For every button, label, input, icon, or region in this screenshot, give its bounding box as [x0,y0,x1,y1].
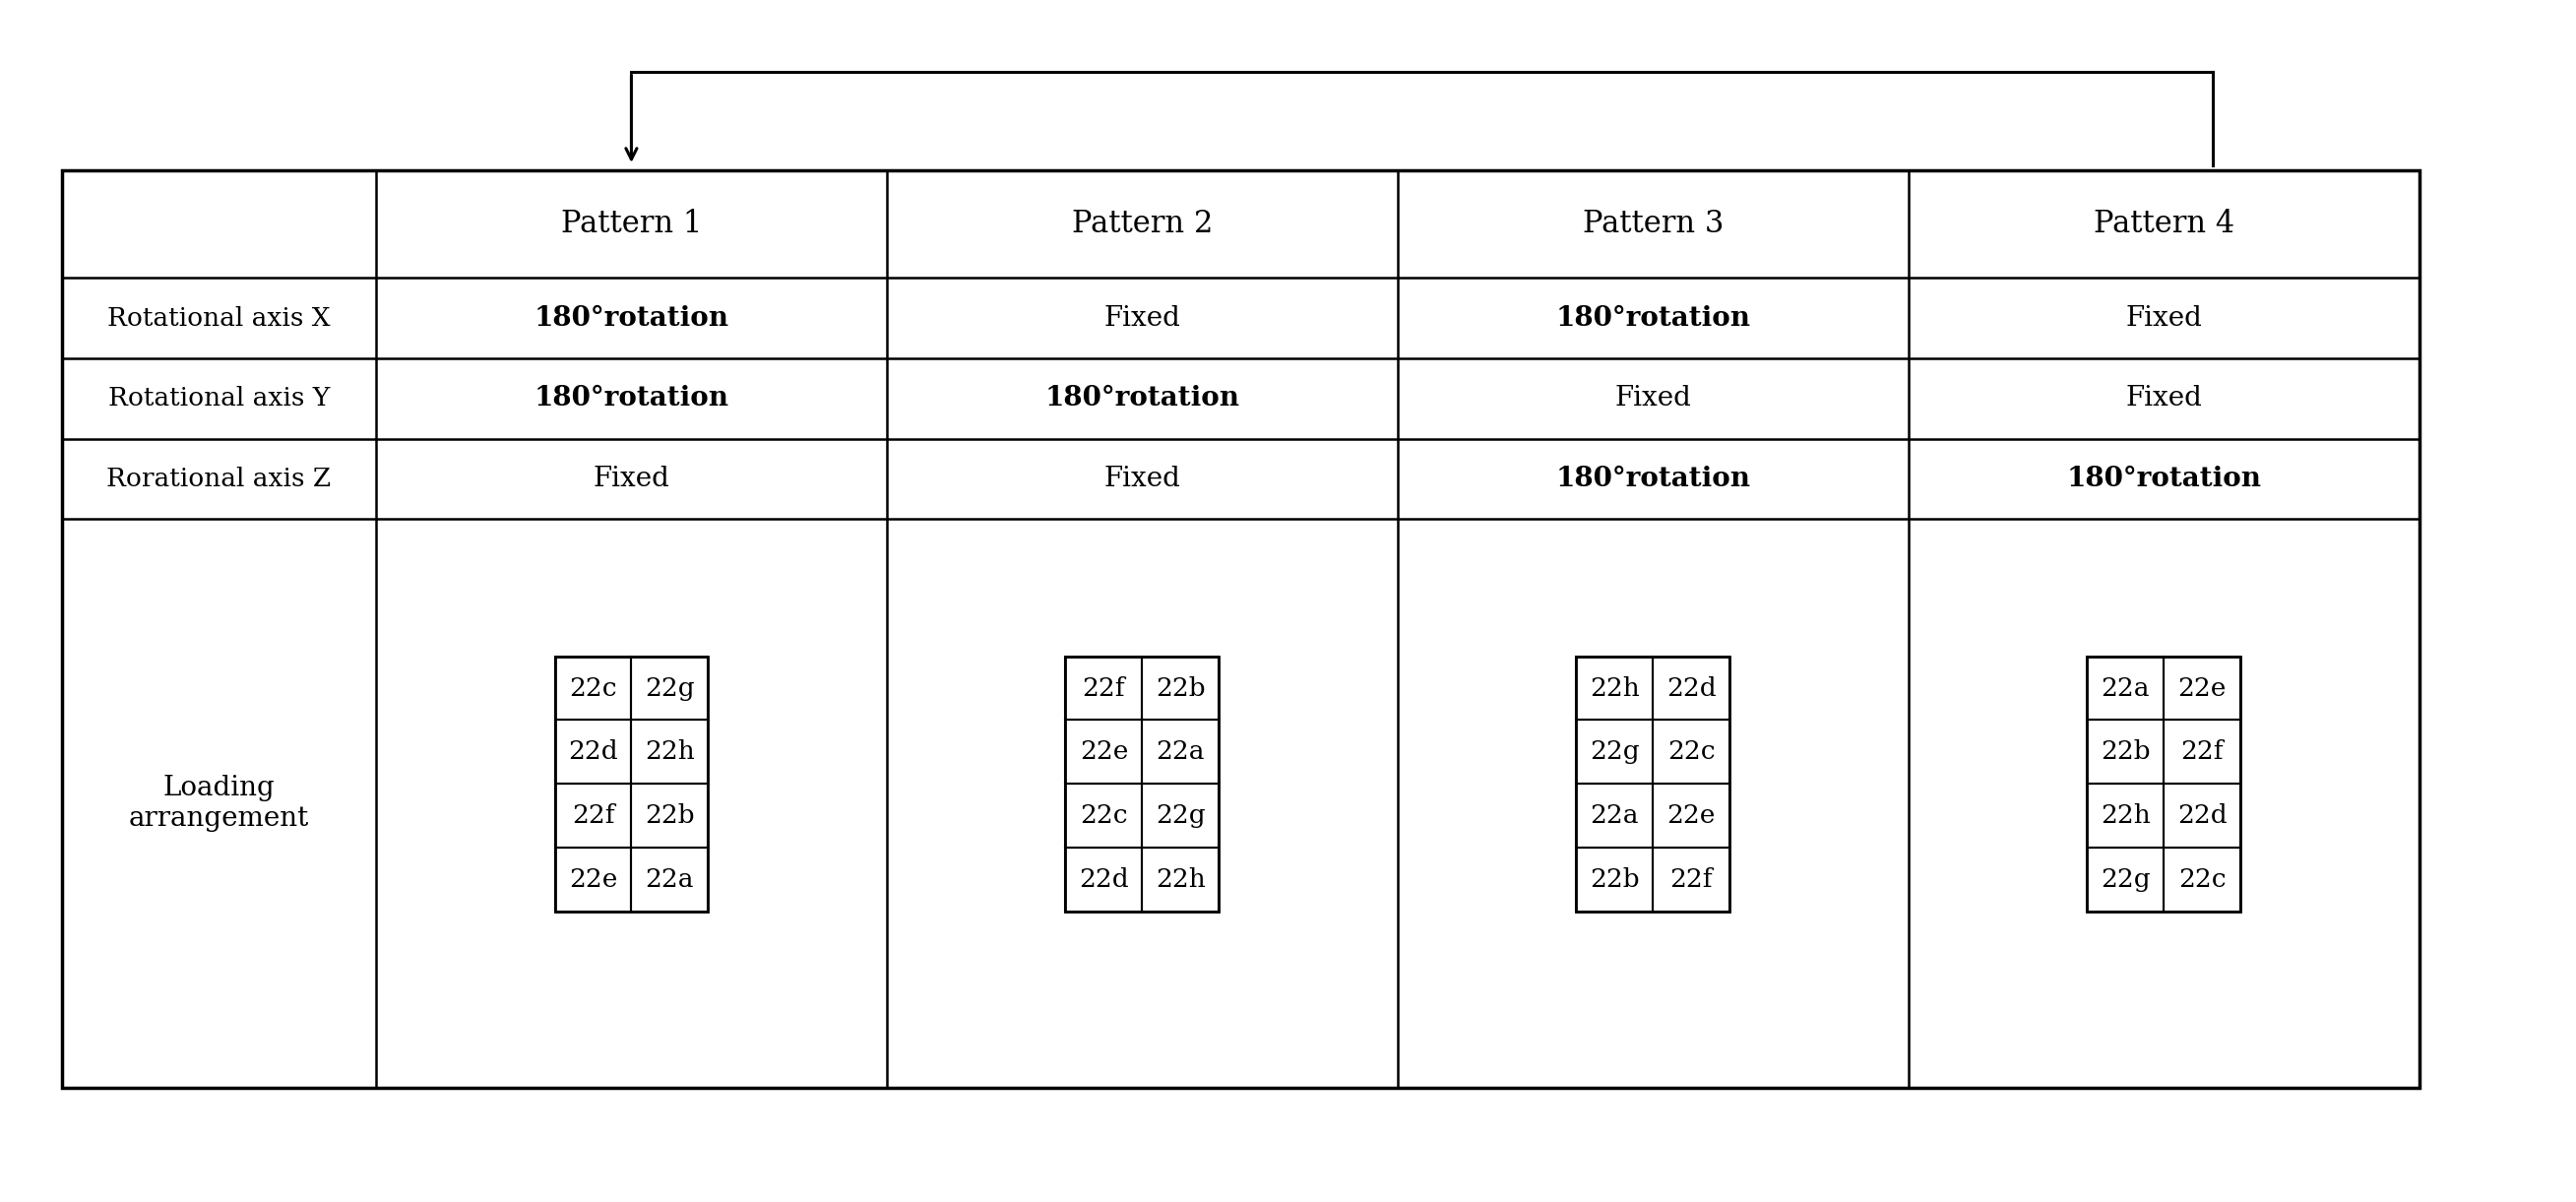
Bar [1577,784,1654,847]
Bar [554,720,631,784]
Text: 22a: 22a [1589,803,1638,828]
Bar [1066,784,1141,847]
Text: Rotational axis Y: Rotational axis Y [108,386,330,411]
Bar [1141,784,1218,847]
Text: 22g: 22g [2099,867,2151,892]
Text: 22d: 22d [2177,803,2226,828]
Text: 22a: 22a [647,867,693,892]
Bar [1577,656,1728,911]
Bar [62,171,2419,1088]
Bar [631,656,708,720]
Text: 22d: 22d [569,739,618,764]
Text: Loading
arrangement: Loading arrangement [129,775,309,832]
Bar [1577,720,1654,784]
Text: 22b: 22b [1157,676,1206,701]
Bar [1141,656,1218,720]
Text: Pattern 1: Pattern 1 [562,209,701,239]
Text: 180°rotation: 180°rotation [2066,465,2262,493]
Bar [1577,847,1654,911]
Text: 22c: 22c [569,676,618,701]
Text: 180°rotation: 180°rotation [1556,465,1749,493]
Bar [1066,656,1218,911]
Text: 22a: 22a [2102,676,2151,701]
Text: Fixed: Fixed [2125,386,2202,412]
Bar [1654,720,1728,784]
Text: 180°rotation: 180°rotation [533,386,729,412]
Bar [2087,847,2164,911]
Text: Fixed: Fixed [1103,305,1180,332]
Text: 22b: 22b [1589,867,1638,892]
Bar [1141,847,1218,911]
Text: Fixed: Fixed [1615,386,1692,412]
Text: 22g: 22g [644,676,696,701]
Bar [2164,784,2241,847]
Bar [2087,720,2164,784]
Text: 22h: 22h [644,739,696,764]
Text: Pattern 3: Pattern 3 [1582,209,1723,239]
Text: 180°rotation: 180°rotation [533,305,729,332]
Text: 22b: 22b [2099,739,2151,764]
Text: 22e: 22e [2177,676,2226,701]
Text: 22g: 22g [1589,739,1638,764]
Bar [631,720,708,784]
Bar [2164,847,2241,911]
Bar [554,847,631,911]
Text: 22h: 22h [1589,676,1638,701]
Bar [554,656,631,720]
Text: 22f: 22f [1082,676,1126,701]
Text: 180°rotation: 180°rotation [1556,305,1749,332]
Bar [2087,656,2164,720]
Text: 22b: 22b [644,803,696,828]
Text: 22e: 22e [1667,803,1716,828]
Bar [554,656,708,911]
Text: 22f: 22f [572,803,616,828]
Text: 22c: 22c [2179,867,2226,892]
Text: Pattern 2: Pattern 2 [1072,209,1213,239]
Bar [2087,784,2164,847]
Bar [1066,656,1141,720]
Text: 22e: 22e [1079,739,1128,764]
Bar [2087,656,2241,911]
Bar [1654,847,1728,911]
Text: Fixed: Fixed [1103,465,1180,493]
Bar [1654,784,1728,847]
Text: Fixed: Fixed [2125,305,2202,332]
Bar [1066,720,1141,784]
Bar [1577,656,1654,720]
Bar [2164,720,2241,784]
Bar [1066,847,1141,911]
Text: 22c: 22c [1079,803,1128,828]
Bar [554,784,631,847]
Text: 180°rotation: 180°rotation [1046,386,1239,412]
Text: 22a: 22a [1157,739,1206,764]
Text: 22f: 22f [2179,739,2223,764]
Text: 22h: 22h [2099,803,2151,828]
Text: Rorational axis Z: Rorational axis Z [106,466,332,492]
Text: 22g: 22g [1157,803,1206,828]
Bar [1141,720,1218,784]
Bar [631,847,708,911]
Text: 22f: 22f [1669,867,1713,892]
Text: 22e: 22e [569,867,618,892]
Text: 22h: 22h [1157,867,1206,892]
Text: Fixed: Fixed [592,465,670,493]
Bar [1654,656,1728,720]
Text: Rotational axis X: Rotational axis X [108,307,330,331]
Text: 22c: 22c [1667,739,1716,764]
Bar [631,784,708,847]
Text: Pattern 4: Pattern 4 [2094,209,2233,239]
Bar [2164,656,2241,720]
Text: 22d: 22d [1667,676,1716,701]
Text: 22d: 22d [1079,867,1128,892]
